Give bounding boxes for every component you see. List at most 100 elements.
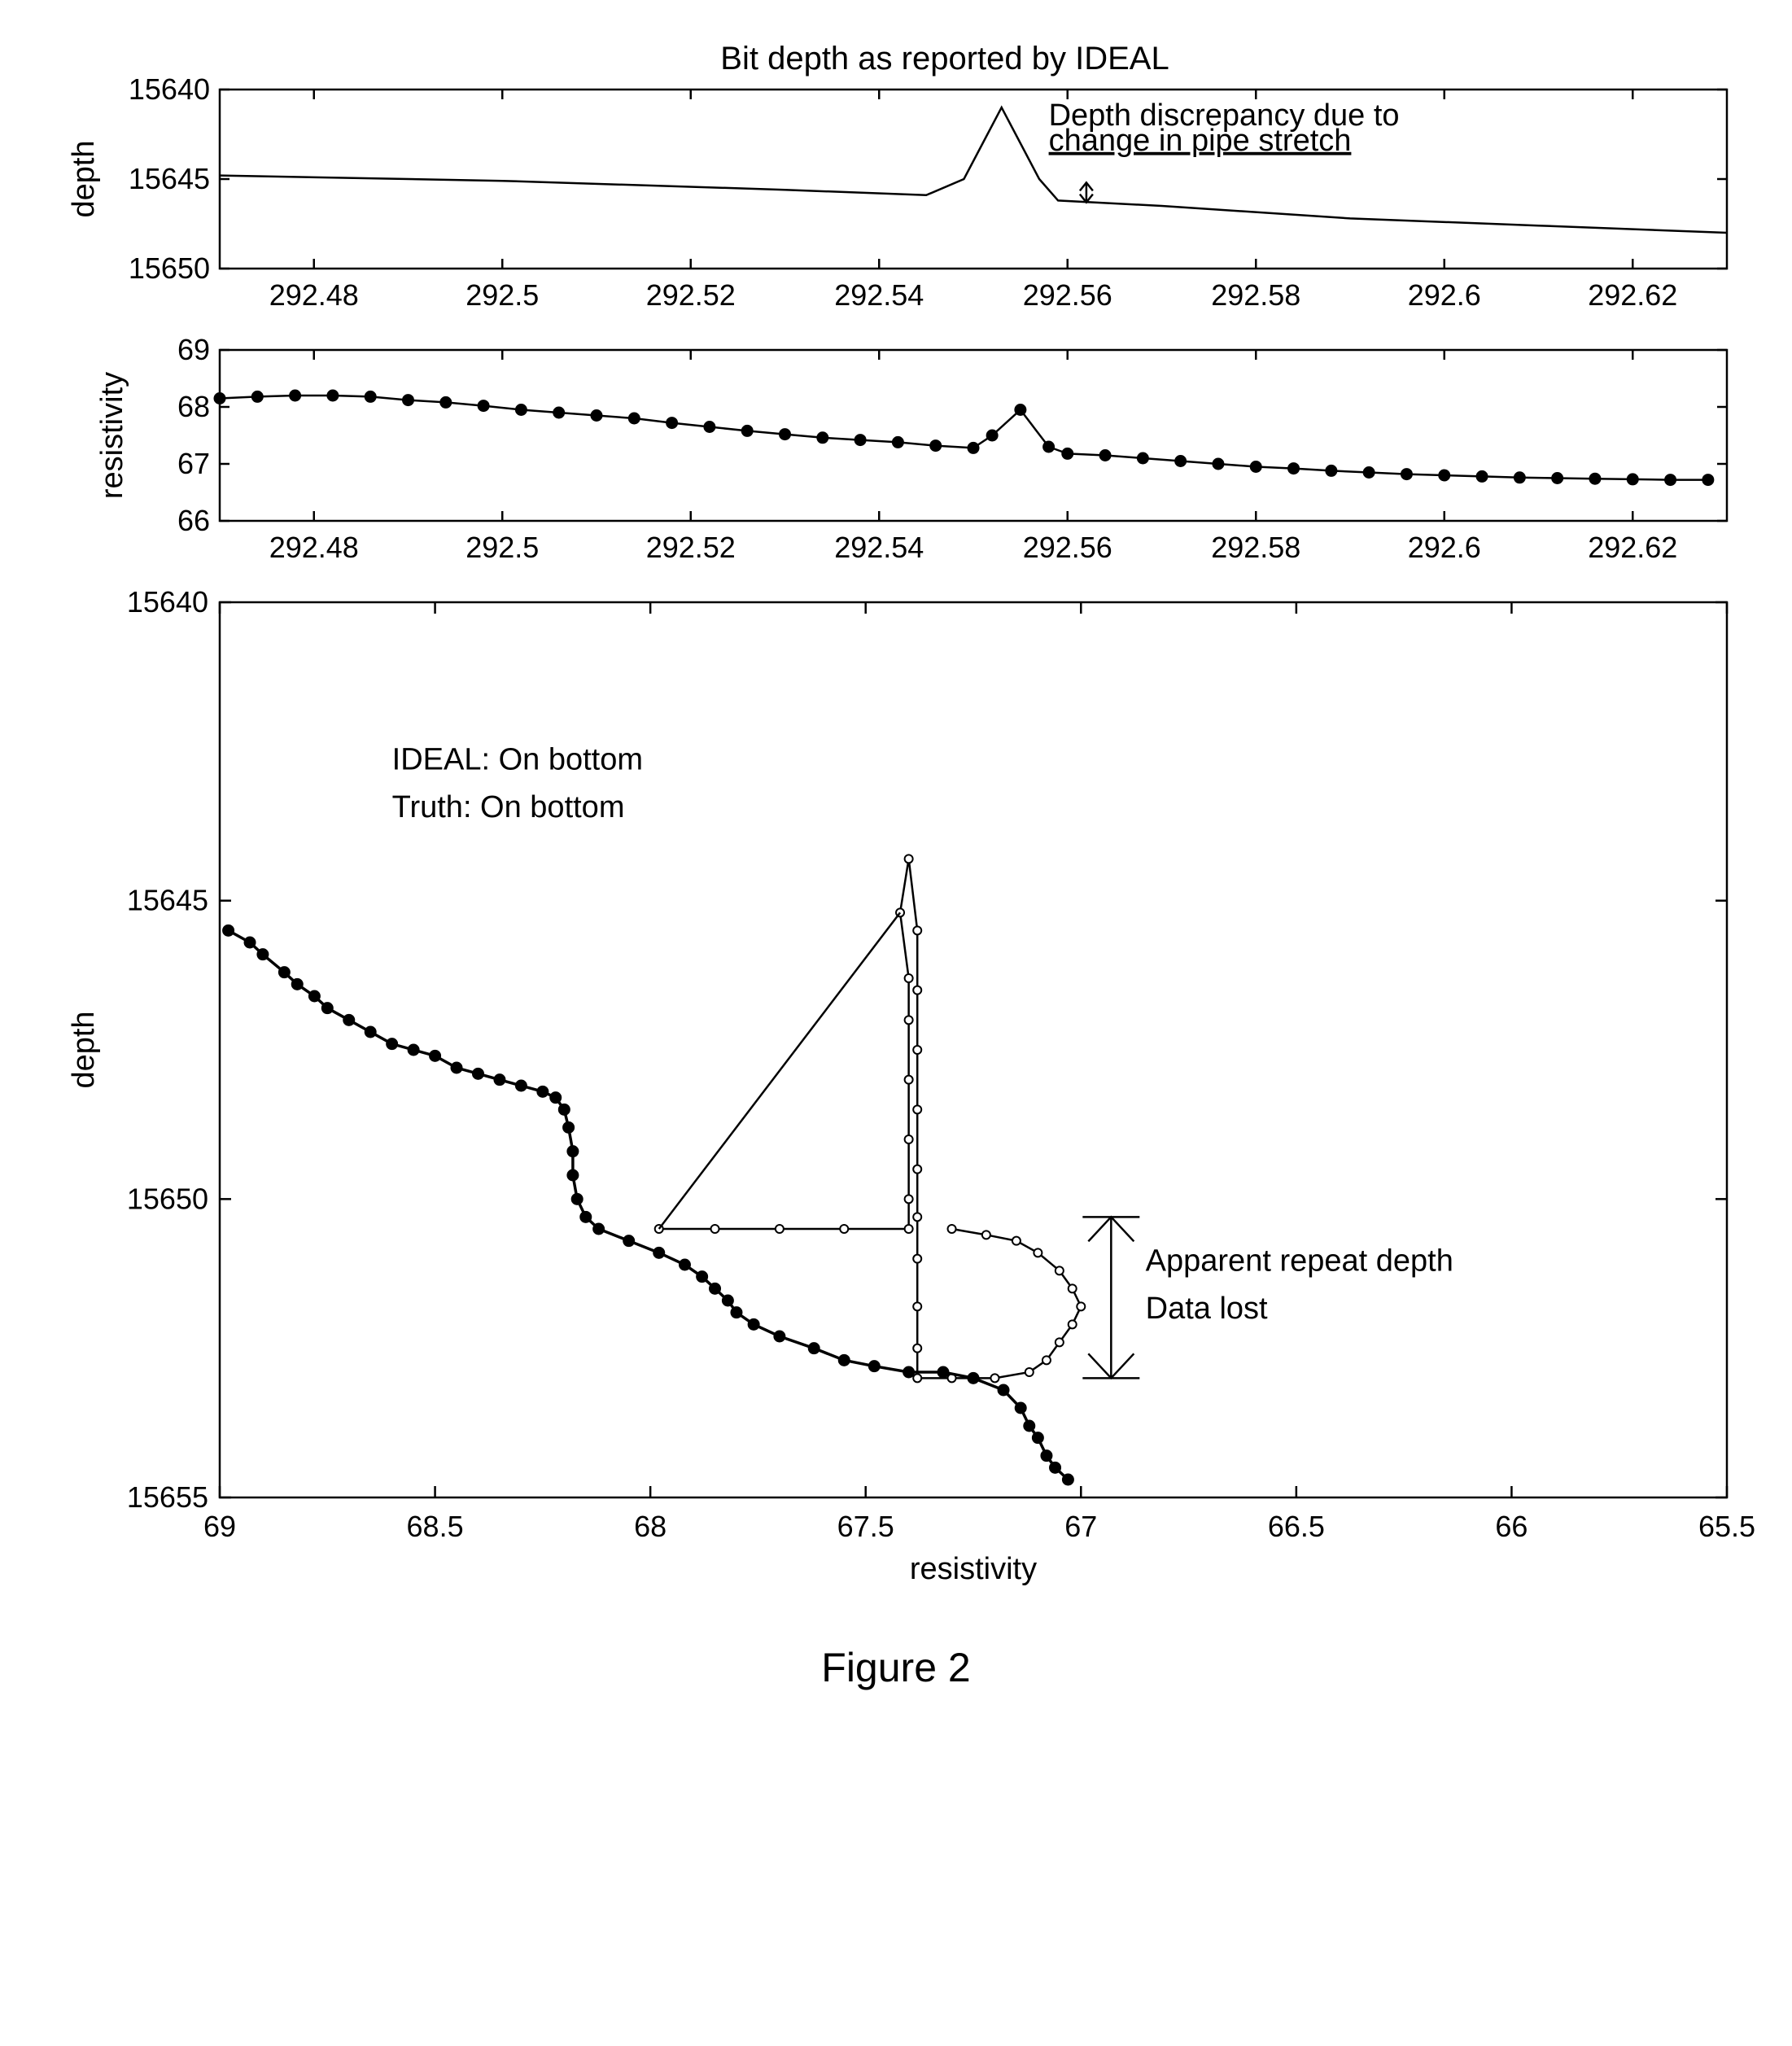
x-tick-label: 292.56 [1023, 531, 1112, 564]
black-marker [278, 967, 290, 978]
open-marker [905, 974, 913, 982]
x-tick-label: 292.6 [1408, 278, 1481, 312]
black-marker [710, 1283, 721, 1294]
black-marker [998, 1384, 1009, 1396]
data-marker [1514, 472, 1525, 483]
open-marker [1012, 1237, 1021, 1245]
black-marker [593, 1223, 605, 1235]
x-tick-label: 69 [203, 1510, 236, 1543]
x-tick-label: 67.5 [837, 1510, 894, 1543]
black-marker [679, 1259, 690, 1270]
open-marker [1069, 1284, 1077, 1292]
open-marker [1077, 1302, 1085, 1310]
open-marker [905, 855, 913, 863]
status-text-truth: Truth: On bottom [392, 790, 625, 824]
black-marker [291, 978, 303, 990]
panel-bit-depth: Bit depth as reported by IDEAL292.48292.… [33, 33, 1759, 334]
black-marker [567, 1169, 579, 1181]
data-marker [1175, 456, 1187, 467]
open-marker [913, 1105, 921, 1113]
panel-resistivity-time: 292.48292.5292.52292.54292.56292.58292.6… [33, 334, 1759, 578]
open-marker [913, 1165, 921, 1174]
open-marker [905, 1076, 913, 1084]
black-marker [223, 925, 234, 936]
y-tick-label: 15640 [129, 72, 210, 106]
black-marker [494, 1074, 505, 1086]
x-tick-label: 292.62 [1588, 531, 1677, 564]
black-marker [1050, 1462, 1061, 1473]
x-tick-label: 292.58 [1211, 278, 1300, 312]
y-tick-label: 67 [177, 447, 210, 480]
black-marker [748, 1318, 759, 1330]
data-marker [214, 393, 225, 404]
data-marker [1099, 450, 1111, 461]
black-marker [968, 1372, 979, 1384]
y-tick-label: 15640 [127, 585, 208, 619]
data-marker [1476, 470, 1488, 482]
data-marker [667, 418, 678, 429]
depth-line [220, 107, 1727, 233]
open-marker [913, 1374, 921, 1382]
black-marker [731, 1307, 742, 1318]
black-marker [1024, 1420, 1035, 1432]
panel-depth-vs-resistivity: 6968.56867.56766.56665.51564015645156501… [33, 578, 1759, 1595]
open-marker [990, 1374, 999, 1382]
y-tick-label: 15650 [127, 1182, 208, 1215]
open-marker [913, 1213, 921, 1221]
black-marker [838, 1354, 850, 1366]
open-marker [1034, 1248, 1042, 1257]
data-marker [854, 435, 866, 446]
data-marker [930, 440, 942, 452]
data-marker [1401, 469, 1412, 480]
data-marker [1439, 470, 1450, 481]
black-marker [472, 1068, 483, 1079]
open-marker [840, 1225, 848, 1233]
data-marker [1363, 467, 1375, 479]
black-marker [365, 1026, 376, 1038]
black-marker [580, 1211, 592, 1222]
black-marker [257, 949, 269, 960]
data-marker [1665, 474, 1676, 486]
black-marker [722, 1295, 733, 1306]
y-axis-label: resistivity [95, 372, 129, 499]
annotation-lost: Data lost [1146, 1292, 1268, 1326]
open-marker [1025, 1368, 1034, 1376]
black-marker [558, 1104, 570, 1115]
data-marker [365, 391, 376, 402]
data-marker [553, 407, 565, 418]
data-marker [403, 395, 414, 406]
data-marker [1552, 473, 1563, 484]
black-marker [308, 990, 320, 1002]
open-marker [905, 1016, 913, 1024]
data-marker [478, 400, 489, 412]
open-marker [913, 1302, 921, 1310]
open-marker [905, 1225, 913, 1233]
black-marker [1041, 1450, 1052, 1462]
x-tick-label: 67 [1064, 1510, 1097, 1543]
black-marker [1062, 1474, 1073, 1485]
y-tick-label: 15655 [127, 1480, 208, 1514]
y-axis-label: depth [67, 1011, 101, 1088]
x-tick-label: 68.5 [407, 1510, 464, 1543]
black-marker [451, 1062, 462, 1073]
x-tick-label: 65.5 [1698, 1510, 1755, 1543]
open-marker [905, 1195, 913, 1203]
x-tick-label: 292.6 [1408, 531, 1481, 564]
open-marker [913, 926, 921, 934]
black-marker [1032, 1432, 1043, 1444]
data-marker [1015, 404, 1026, 416]
black-marker [515, 1080, 527, 1091]
y-tick-label: 69 [177, 334, 210, 366]
plot-frame [220, 602, 1727, 1497]
open-marker [905, 1135, 913, 1143]
annotation-text: change in pipe stretch [1049, 124, 1352, 158]
black-marker [623, 1235, 635, 1247]
figure-caption: Figure 2 [33, 1644, 1759, 1691]
y-tick-label: 66 [177, 504, 210, 537]
open-marker [776, 1225, 784, 1233]
y-tick-label: 15645 [127, 884, 208, 917]
x-tick-label: 292.5 [465, 531, 539, 564]
black-trace-line [229, 930, 1069, 1480]
status-text-ideal: IDEAL: On bottom [392, 742, 643, 776]
black-marker [697, 1271, 708, 1283]
